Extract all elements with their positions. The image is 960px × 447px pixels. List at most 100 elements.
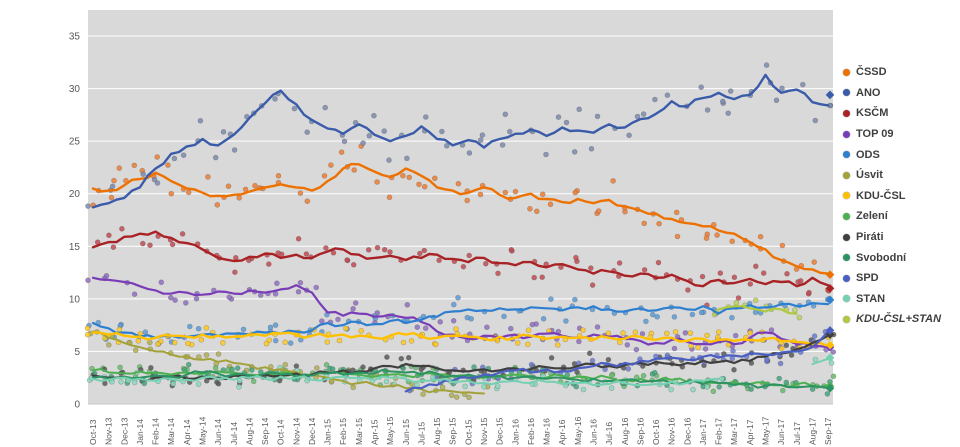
poll-dot-kdu-csl xyxy=(525,327,532,334)
poll-dot-cssd xyxy=(641,220,648,227)
poll-dot-kdu-csl xyxy=(358,327,365,334)
poll-dot-kdu-csl xyxy=(408,338,415,344)
poll-dot-zeleni xyxy=(250,378,257,385)
poll-dot-cssd xyxy=(236,195,242,201)
poll-dot-ano xyxy=(140,171,146,177)
poll-dot-pirati xyxy=(586,350,593,357)
x-tick-label: Apr-17 xyxy=(745,419,755,445)
legend-item-stan: STAN xyxy=(843,289,958,310)
poll-dot-usvit xyxy=(448,392,455,399)
poll-dot-cssd xyxy=(431,175,438,182)
poll-dot-svobodni xyxy=(229,366,235,373)
poll-dot-top-09 xyxy=(295,288,302,295)
legend-dot-top-09 xyxy=(843,130,850,138)
poll-dot-kdu-csl xyxy=(400,339,407,346)
x-axis-labels: Oct-13 Nov-13 Dec-13 Jan-14 Feb-14 Mar-14 Apr-… xyxy=(88,416,833,445)
poll-dot-top-09 xyxy=(529,321,536,328)
poll-dot-svobodni xyxy=(809,386,816,393)
poll-dot-ano xyxy=(588,146,595,152)
poll-dot-ano xyxy=(543,151,549,158)
poll-dot-kscm xyxy=(495,270,501,277)
x-tick-label: Jun-16 xyxy=(588,419,598,445)
poll-dot-kdu-csl-stan xyxy=(733,300,740,306)
final-diamond-spd xyxy=(825,326,835,335)
poll-dot-pirati xyxy=(405,354,412,361)
legend-dot-kscm xyxy=(843,109,850,117)
poll-dot-svobodni xyxy=(141,380,148,387)
trend-line-cssd xyxy=(91,162,830,275)
poll-dot-kdu-csl xyxy=(171,339,178,346)
poll-dot-cssd xyxy=(351,167,358,173)
poll-dot-ano xyxy=(555,114,562,120)
poll-dot-svobodni xyxy=(249,367,255,373)
poll-dot-kscm xyxy=(110,244,117,250)
poll-dot-kdu-csl xyxy=(616,339,623,346)
poll-dot-ano xyxy=(341,138,348,145)
poll-dot-ano xyxy=(576,106,583,113)
final-diamond-ano xyxy=(825,90,835,100)
poll-dot-cssd xyxy=(714,232,720,238)
poll-dot-ano xyxy=(291,105,298,112)
poll-dot-top-09 xyxy=(624,342,631,348)
poll-dot-stan xyxy=(828,360,835,366)
x-tick-label: Dec-13 xyxy=(119,417,129,445)
x-tick-label: Sep-14 xyxy=(260,417,270,445)
poll-dot-spd xyxy=(777,360,784,367)
legend-dot-pirati xyxy=(843,233,850,241)
poll-dot-kscm xyxy=(140,240,146,247)
poll-dot-ods xyxy=(464,314,471,321)
poll-dot-ano xyxy=(563,119,570,126)
poll-dot-pirati xyxy=(384,354,390,360)
poll-dot-ano xyxy=(704,107,711,113)
x-tick-label: May-14 xyxy=(197,416,207,445)
poll-dot-ano xyxy=(499,142,506,148)
poll-dot-pirati xyxy=(102,380,108,387)
poll-dot-cssd xyxy=(527,206,533,212)
poll-dot-top-09 xyxy=(404,301,411,308)
poll-dot-cssd xyxy=(275,173,282,179)
poll-dot-pirati xyxy=(788,352,795,358)
poll-dot-ods xyxy=(142,329,149,335)
poll-dot-kdu-csl xyxy=(198,336,205,343)
poll-dot-kscm xyxy=(784,270,790,277)
poll-dot-cssd xyxy=(252,182,258,189)
poll-dot-kscm xyxy=(735,295,742,301)
x-tick-label: Jul-14 xyxy=(229,422,239,445)
poll-dot-ano xyxy=(404,155,410,162)
poll-dot-ods xyxy=(450,301,457,308)
poll-dot-ods xyxy=(572,296,578,303)
poll-dot-top-09 xyxy=(193,295,200,302)
poll-dot-ano xyxy=(477,137,484,143)
poll-dot-cssd xyxy=(338,149,345,155)
poll-dot-ano xyxy=(812,117,819,124)
poll-dot-cssd xyxy=(165,162,171,168)
poll-dot-cssd xyxy=(416,181,422,188)
poll-dot-ods xyxy=(729,314,735,321)
x-tick-label: Sep-16 xyxy=(635,417,645,445)
legend-item-top-09: TOP 09 xyxy=(843,124,958,145)
poll-dot-spd xyxy=(730,348,736,354)
poll-dot-ano xyxy=(180,152,187,158)
x-tick-label: Jul-17 xyxy=(792,422,802,445)
poll-dot-ano xyxy=(763,62,770,68)
legend-item-usvit: Úsvit xyxy=(843,165,958,186)
poll-dot-top-09 xyxy=(633,346,640,353)
poll-dot-kscm xyxy=(760,270,767,276)
poll-dot-top-09 xyxy=(594,324,601,330)
legend-item-ods: ODS xyxy=(843,144,958,165)
x-tick-label: Nov-15 xyxy=(479,417,489,445)
x-tick-label: Dec-14 xyxy=(307,417,317,445)
x-tick-label: Sep-15 xyxy=(448,417,458,445)
poll-dot-ods xyxy=(501,313,507,320)
poll-dot-kscm xyxy=(119,226,125,232)
poll-dot-kdu-csl xyxy=(704,332,710,339)
trend-line-kdu-csl-stan xyxy=(717,305,798,315)
poll-dot-cssd xyxy=(757,233,764,240)
poll-dot-usvit xyxy=(282,361,289,368)
poll-dot-ods xyxy=(287,340,294,346)
poll-dot-ano xyxy=(439,128,445,135)
y-tick-label: 35 xyxy=(69,32,81,43)
poll-dot-kdu-csl xyxy=(266,337,273,344)
x-tick-label: Nov-16 xyxy=(667,417,677,445)
poll-dot-stan xyxy=(690,386,696,393)
